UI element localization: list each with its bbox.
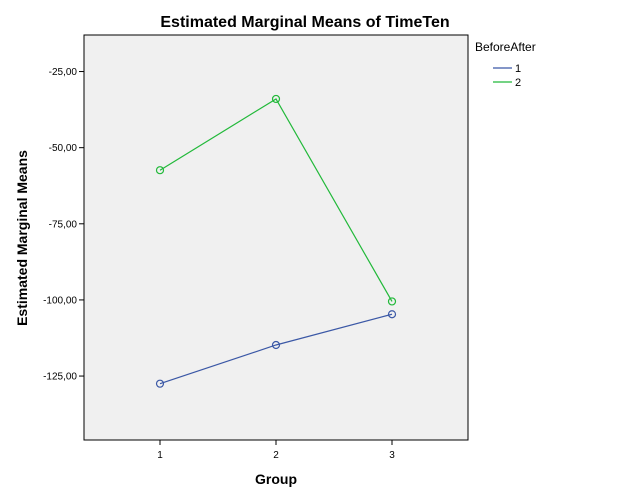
data-point-2 [155,166,165,175]
x-axis-label: Group [255,471,297,487]
y-tick-label: -125,00 [43,372,77,383]
x-tick-label: 2 [273,450,279,461]
series-layer [155,94,397,388]
y-tick-label: -100,00 [43,295,77,306]
y-axis-label: Estimated Marginal Means [14,150,30,326]
series-line-2 [159,98,393,302]
y-tick-label: -25,00 [49,67,78,78]
x-tick-label: 3 [389,450,395,461]
y-axis: -125,00 -100,00 -75,00 -50,00 -25,00 [43,67,84,383]
legend-label: 1 [515,63,521,75]
legend-title: BeforeAfter [475,40,536,54]
y-tick-label: -75,00 [49,219,78,230]
y-tick-label: -50,00 [49,143,78,154]
legend-label: 2 [515,77,521,89]
data-point-1 [387,310,397,319]
data-point-2 [271,94,281,104]
data-point-1 [271,340,281,350]
legend: BeforeAfter 1 2 [475,40,536,89]
x-axis: 1 2 3 [157,440,395,461]
chart-title: Estimated Marginal Means of TimeTen [160,14,449,31]
data-point-2 [387,297,397,306]
series-line-1 [159,313,393,385]
data-point-1 [155,379,165,388]
x-tick-label: 1 [157,450,163,461]
